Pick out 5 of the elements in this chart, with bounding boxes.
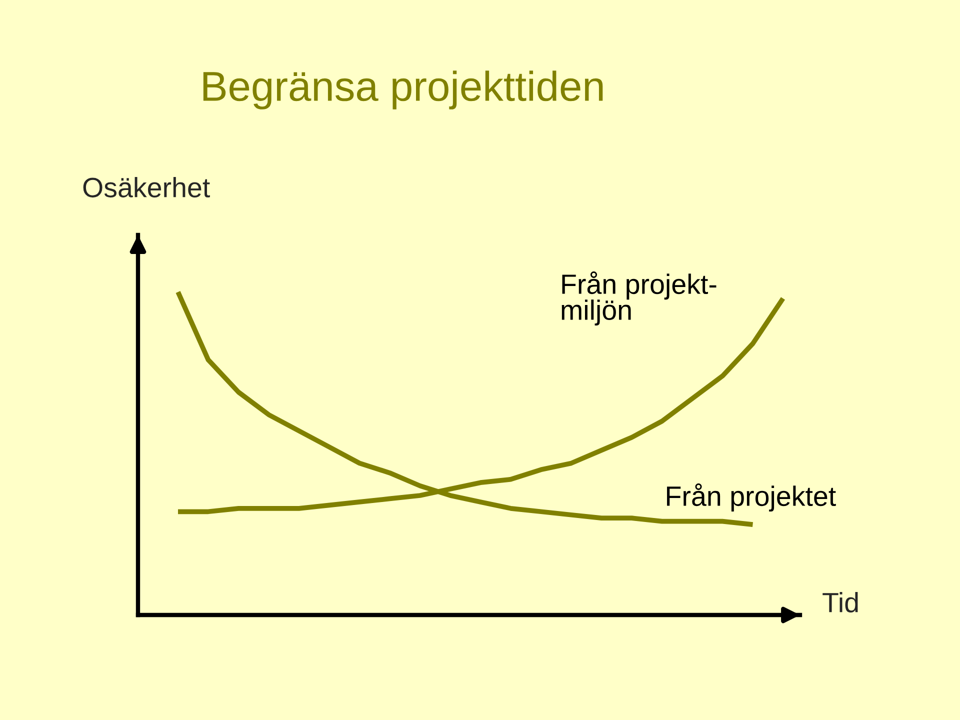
y-axis-title: Osäkerhet [83, 177, 210, 198]
chart-title: Begränsa projekttiden [203, 70, 603, 110]
series-label: Från projektet [667, 483, 836, 512]
series-label: Från projekt- miljön [562, 271, 716, 326]
x-axis-title: Tid [822, 592, 858, 612]
